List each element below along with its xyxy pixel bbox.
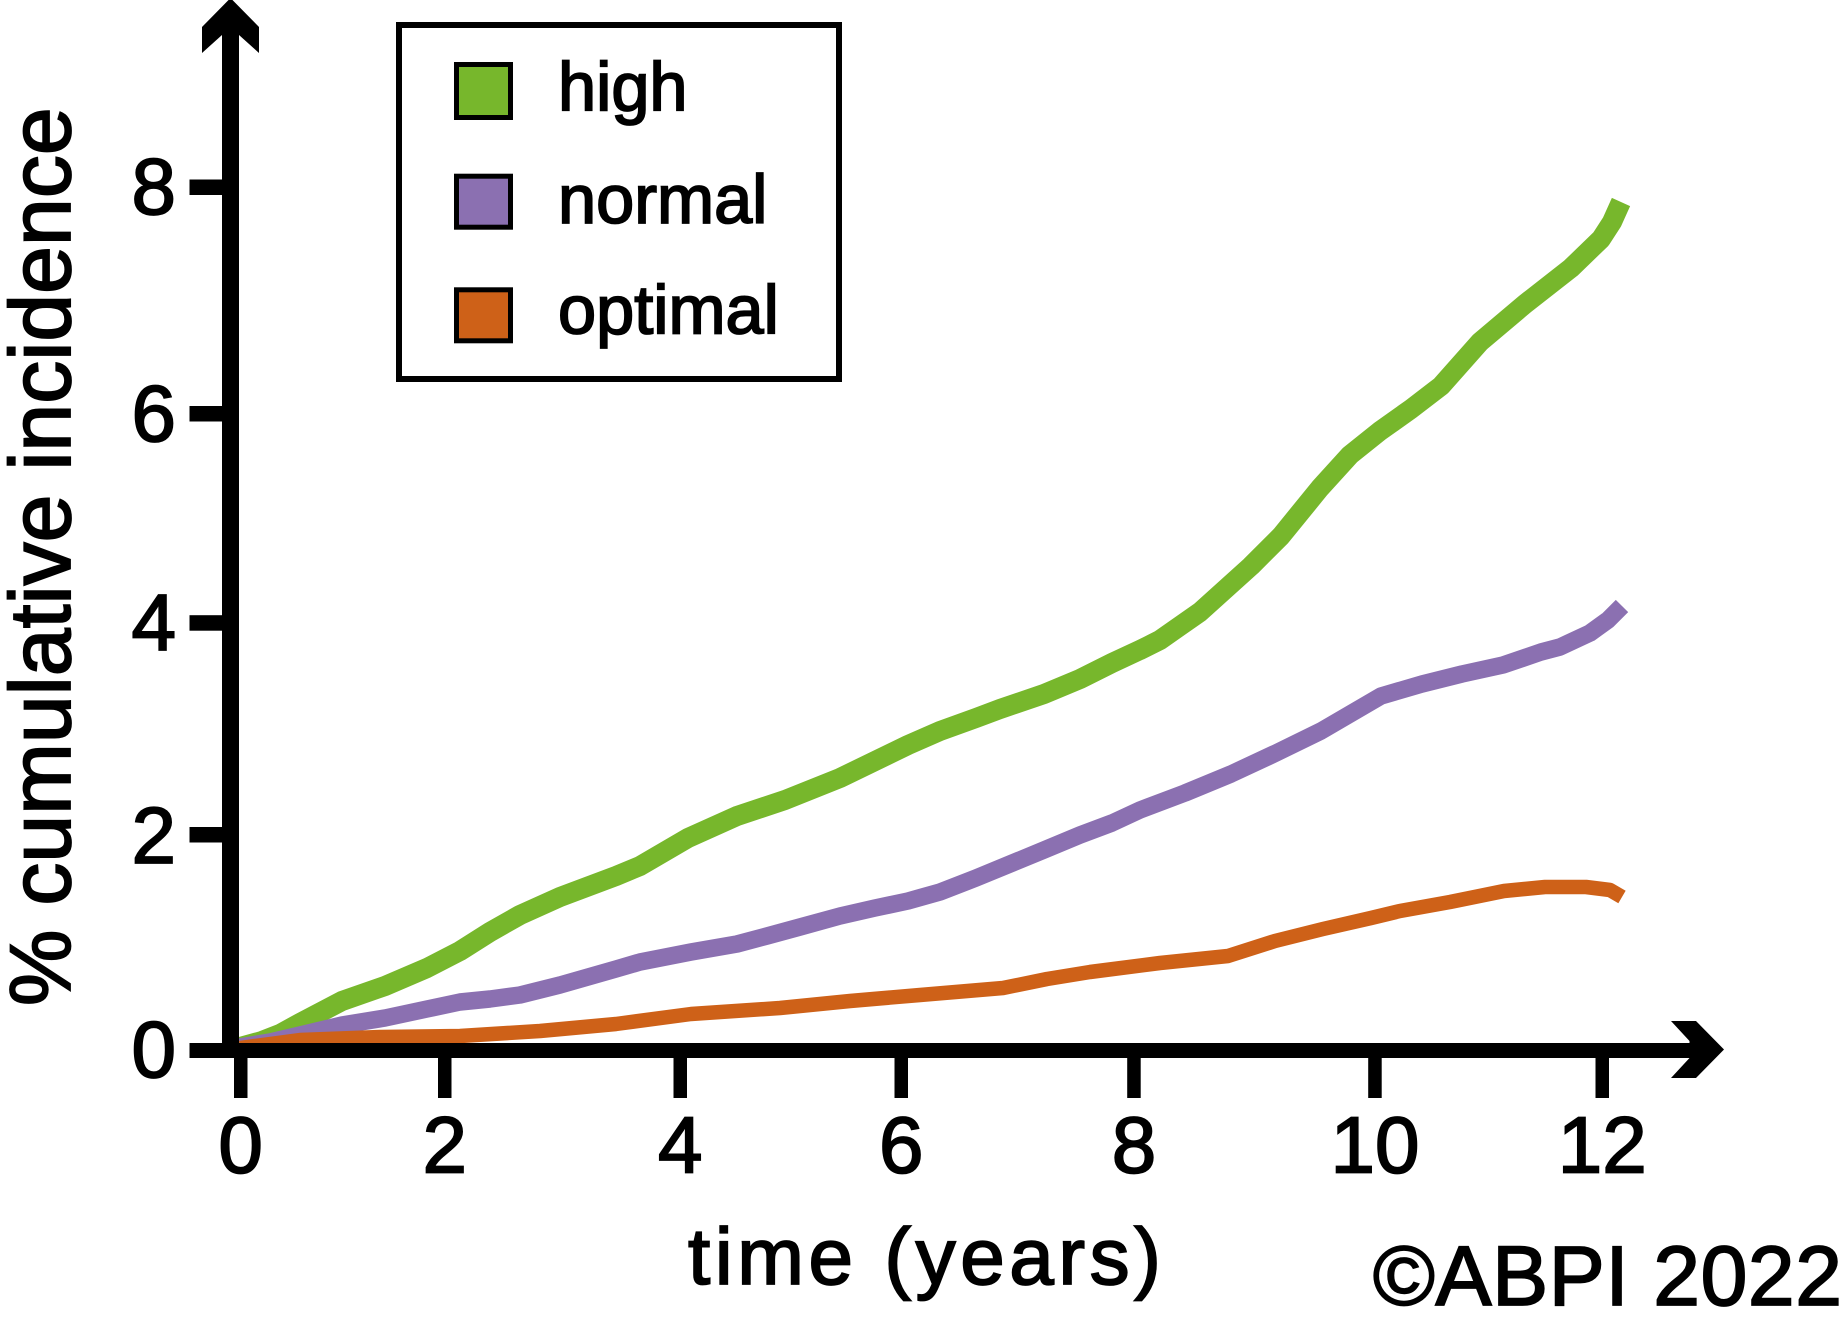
svg-text:12: 12 xyxy=(1558,1101,1647,1190)
svg-text:©ABPI 2022: ©ABPI 2022 xyxy=(1373,1229,1842,1322)
svg-text:time (years): time (years) xyxy=(688,1212,1165,1301)
svg-text:8: 8 xyxy=(132,142,177,231)
svg-text:10: 10 xyxy=(1331,1101,1420,1190)
svg-text:% cumulative incidence: % cumulative incidence xyxy=(0,107,89,1006)
svg-text:8: 8 xyxy=(1112,1101,1157,1190)
svg-text:normal: normal xyxy=(558,161,767,238)
svg-text:4: 4 xyxy=(132,578,177,667)
svg-text:6: 6 xyxy=(879,1101,924,1190)
svg-text:4: 4 xyxy=(658,1101,703,1190)
svg-text:high: high xyxy=(558,49,688,126)
svg-text:2: 2 xyxy=(422,1101,467,1190)
svg-text:0: 0 xyxy=(218,1101,263,1190)
svg-text:optimal: optimal xyxy=(558,272,779,349)
svg-text:6: 6 xyxy=(132,369,177,458)
svg-text:0: 0 xyxy=(132,1005,177,1094)
svg-text:2: 2 xyxy=(132,791,177,880)
